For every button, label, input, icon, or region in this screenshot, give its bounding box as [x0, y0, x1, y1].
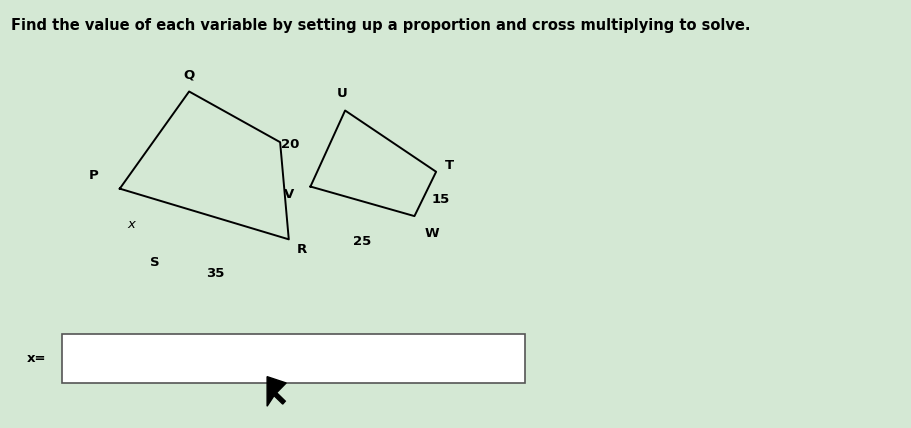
Text: P: P — [88, 169, 98, 182]
Text: S: S — [149, 256, 159, 269]
Text: U: U — [337, 87, 347, 100]
Text: 35: 35 — [206, 267, 224, 279]
Text: Q: Q — [183, 68, 195, 81]
Text: W: W — [424, 226, 438, 240]
Text: T: T — [444, 159, 453, 172]
Text: x: x — [127, 218, 135, 231]
Text: V: V — [283, 188, 293, 202]
FancyBboxPatch shape — [62, 334, 525, 383]
Text: R: R — [296, 244, 307, 256]
Text: 15: 15 — [431, 193, 449, 206]
Text: 25: 25 — [353, 235, 371, 248]
Polygon shape — [267, 377, 286, 406]
Text: Find the value of each variable by setting up a proportion and cross multiplying: Find the value of each variable by setti… — [12, 18, 750, 33]
Text: 20: 20 — [281, 138, 300, 151]
Text: x=: x= — [27, 352, 46, 365]
